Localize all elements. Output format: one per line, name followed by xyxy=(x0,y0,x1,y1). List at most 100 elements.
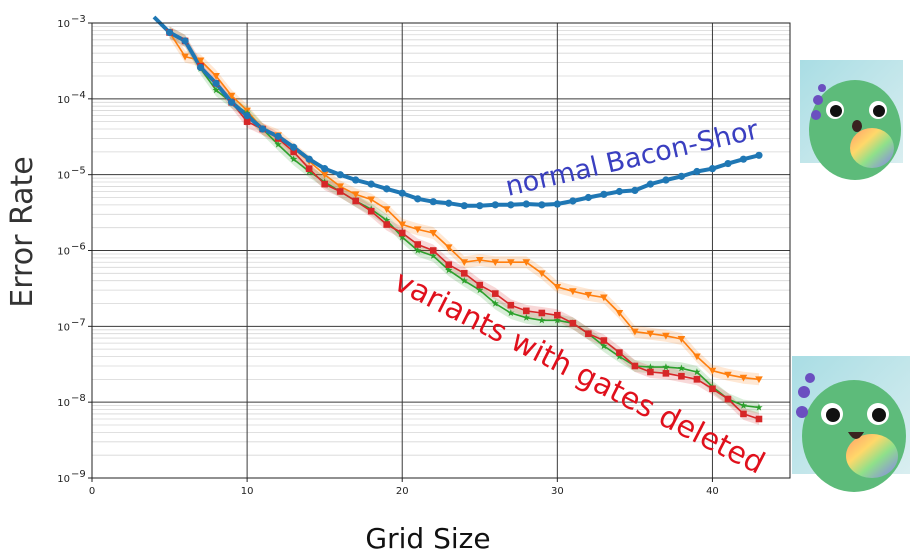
data-point xyxy=(460,270,468,277)
data-point xyxy=(367,180,375,188)
data-point xyxy=(553,200,561,208)
data-point xyxy=(274,132,282,140)
data-point xyxy=(616,349,623,356)
data-point xyxy=(413,226,422,234)
data-point xyxy=(553,284,562,291)
data-point xyxy=(538,270,546,278)
data-point xyxy=(615,187,623,196)
data-point xyxy=(631,362,639,370)
data-point xyxy=(305,165,313,172)
mascot-image-top xyxy=(800,60,903,180)
data-point xyxy=(196,57,205,65)
data-point xyxy=(274,140,282,148)
data-point xyxy=(336,183,344,191)
data-point xyxy=(739,155,748,163)
data-point xyxy=(755,151,763,159)
data-point xyxy=(708,367,717,375)
y-tick-exponent: −7 xyxy=(71,317,86,328)
data-point xyxy=(476,202,484,210)
data-point xyxy=(196,63,205,71)
data-point xyxy=(646,363,654,371)
series-line-2 xyxy=(169,31,760,409)
data-point xyxy=(693,368,701,376)
data-point xyxy=(708,165,717,173)
data-point xyxy=(677,172,686,180)
data-point xyxy=(228,98,236,106)
y-tick-exponent: −3 xyxy=(71,14,86,25)
data-point xyxy=(755,415,763,423)
data-point xyxy=(491,259,500,267)
data-point xyxy=(693,167,701,176)
data-point xyxy=(383,185,391,193)
data-point xyxy=(476,281,484,289)
data-point xyxy=(243,118,251,125)
data-point xyxy=(677,364,685,372)
data-point xyxy=(615,309,624,317)
data-point xyxy=(382,206,391,214)
data-point xyxy=(414,246,422,254)
x-tick-label: 20 xyxy=(396,486,409,497)
data-point xyxy=(352,197,359,205)
x-tick-label: 40 xyxy=(706,486,719,497)
data-point xyxy=(321,165,329,173)
data-point xyxy=(445,266,453,274)
data-point xyxy=(584,193,592,202)
data-point xyxy=(414,195,422,203)
data-point xyxy=(584,291,593,299)
data-point xyxy=(367,207,375,215)
data-point xyxy=(615,352,623,360)
marker-layer xyxy=(165,28,763,423)
data-point xyxy=(740,410,747,418)
y-tick-label: 10 xyxy=(57,247,70,258)
data-point xyxy=(290,155,298,163)
data-point xyxy=(475,256,484,264)
data-point xyxy=(491,201,499,209)
data-point xyxy=(445,199,453,207)
data-point xyxy=(352,176,360,184)
data-point xyxy=(724,371,732,379)
data-point xyxy=(538,316,546,324)
series-line-3 xyxy=(169,31,760,420)
data-point xyxy=(212,86,220,94)
data-point xyxy=(693,353,701,361)
y-ticks: 10−910−810−710−610−510−410−3 xyxy=(57,14,92,485)
data-point xyxy=(305,155,313,163)
data-point xyxy=(709,385,716,393)
data-point xyxy=(646,330,655,338)
series-line-0 xyxy=(152,15,760,208)
data-point xyxy=(522,313,530,321)
data-point xyxy=(491,299,499,307)
y-tick-label: 10 xyxy=(57,322,70,333)
data-point xyxy=(662,363,670,371)
data-point xyxy=(678,372,685,380)
data-point xyxy=(538,201,546,209)
confidence-band-3 xyxy=(169,26,760,425)
data-point xyxy=(367,196,375,204)
data-point xyxy=(320,171,329,179)
data-point xyxy=(662,176,670,184)
data-point xyxy=(724,159,732,168)
y-tick-label: 10 xyxy=(57,474,70,485)
x-tick-label: 0 xyxy=(89,486,95,497)
y-axis-label: Error Rate xyxy=(5,156,40,307)
data-point xyxy=(429,198,437,206)
data-point xyxy=(383,216,391,224)
data-point xyxy=(507,201,515,209)
x-tick-label: 30 xyxy=(551,486,564,497)
data-point xyxy=(181,53,189,61)
data-point xyxy=(693,376,701,383)
data-point xyxy=(522,200,530,208)
data-point xyxy=(414,241,422,248)
data-point xyxy=(165,28,174,37)
x-axis-label: Grid Size xyxy=(365,522,490,555)
series-layer xyxy=(152,15,760,420)
data-point xyxy=(429,247,437,254)
y-tick-exponent: −4 xyxy=(71,90,86,101)
x-ticks: 0 10 20 30 40 xyxy=(89,478,719,497)
data-point xyxy=(739,401,748,409)
data-point xyxy=(336,188,344,195)
data-point xyxy=(554,311,561,319)
y-tick-label: 10 xyxy=(57,171,70,182)
data-point xyxy=(290,143,298,151)
